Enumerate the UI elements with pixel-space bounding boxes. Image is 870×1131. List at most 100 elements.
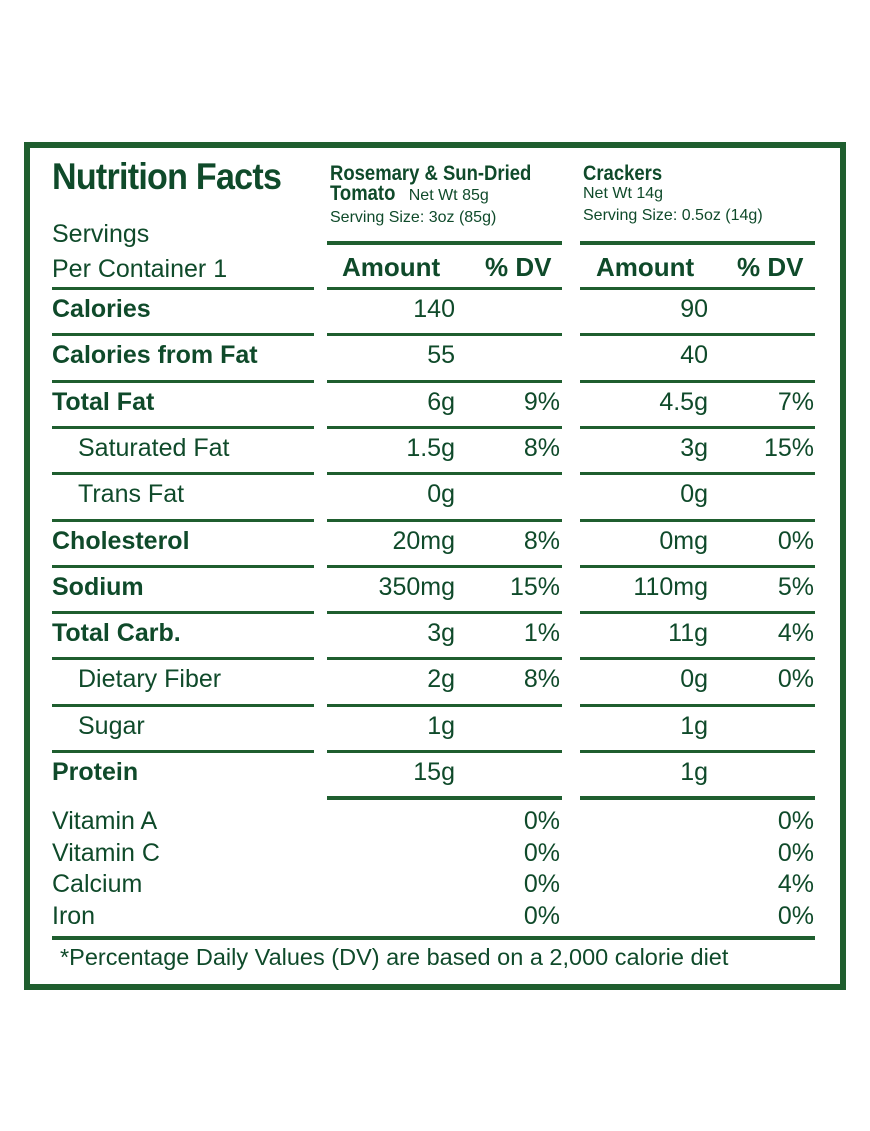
product-2-header: Crackers Net Wt 14g Serving Size: 0.5oz … — [583, 163, 763, 226]
row-rule — [580, 611, 815, 615]
nutrient-p1-amount: 1.5g — [406, 433, 455, 462]
nutrient-p1-amount: 1g — [427, 711, 455, 740]
nutrient-p1-amount: 55 — [427, 341, 455, 370]
row-rule — [327, 750, 562, 753]
p1-amount-header: Amount — [342, 252, 441, 282]
row-rule — [52, 287, 314, 290]
nutrient-p1-amount: 140 — [413, 295, 455, 323]
nutrient-p2-amount: 11g — [668, 619, 708, 648]
row-rule — [327, 564, 562, 568]
nutrient-p1-amount: 0g — [427, 480, 455, 509]
nutrient-p1-dv: 8% — [523, 665, 560, 694]
row-rule — [580, 564, 815, 568]
vitamin-p2-dv: 0% — [777, 902, 814, 931]
vitamin-p2-dv: 0% — [777, 807, 814, 835]
nutrient-p2-amount: 4.5g — [659, 387, 708, 416]
nutrient-p2-amount: 40 — [680, 341, 708, 370]
row-rule — [52, 518, 314, 522]
vitamin-p1-dv: 0% — [523, 870, 560, 899]
row-rule — [580, 472, 815, 476]
nutrient-p2-amount: 1g — [680, 758, 708, 786]
nutrient-p2-dv: 0% — [777, 526, 814, 555]
p1-dv-header: % DV — [485, 252, 552, 282]
nutrient-p1-dv: 8% — [523, 433, 560, 462]
nutrient-p2-dv: 0% — [777, 665, 814, 694]
row-rule — [327, 611, 562, 615]
p2-dv-header: % DV — [737, 252, 804, 282]
nutrient-p2-amount: 0mg — [659, 526, 708, 555]
row-rule — [580, 657, 815, 661]
row-rule — [580, 518, 815, 522]
nutrient-label: Saturated Fat — [78, 433, 230, 462]
row-rule — [52, 750, 314, 753]
product-1-header: Rosemary & Sun-Dried Tomato Net Wt 85g S… — [330, 163, 559, 228]
row-rule — [327, 703, 562, 707]
product-2-net-wt: Net Wt 14g — [583, 185, 664, 202]
section-rule — [327, 796, 562, 801]
vitamin-label: Vitamin A — [52, 807, 158, 835]
panel-title: Nutrition Facts — [52, 156, 282, 197]
product-1-serving-size: Serving Size: 3oz (85g) — [330, 209, 497, 226]
row-rule — [327, 379, 562, 383]
vitamin-p2-dv: 0% — [777, 838, 814, 867]
row-rule — [52, 703, 314, 707]
footnote-rule — [52, 936, 815, 940]
vitamin-label: Iron — [52, 902, 96, 931]
section-rule — [580, 796, 815, 801]
vitamin-p1-dv: 0% — [523, 902, 560, 931]
nutrient-p1-dv: 1% — [523, 619, 560, 648]
row-rule — [327, 518, 562, 522]
vitamin-p1-dv: 0% — [523, 838, 560, 867]
nutrient-p1-dv: 9% — [523, 387, 560, 416]
row-rule — [580, 287, 815, 290]
nutrient-p1-dv: 15% — [509, 572, 560, 601]
product-2-name: Crackers — [583, 162, 663, 185]
nutrient-p1-dv: 8% — [523, 526, 560, 555]
row-rule — [52, 472, 314, 476]
row-rule — [580, 703, 815, 707]
row-rule — [52, 333, 314, 337]
nutrient-label: Total Carb. — [52, 619, 181, 648]
product-1-net-wt: Net Wt 85g — [408, 187, 489, 204]
product-2-serving-size: Serving Size: 0.5oz (14g) — [583, 207, 763, 224]
nutrient-label: Dietary Fiber — [78, 665, 222, 694]
nutrient-p2-amount: 0g — [680, 665, 708, 694]
p2-amount-header: Amount — [596, 252, 695, 282]
row-rule — [580, 379, 815, 383]
nutrition-facts-panel: Nutrition Facts Rosemary & Sun-Dried Tom… — [24, 142, 846, 990]
product-1-name-line2: Tomato — [330, 182, 396, 205]
nutrient-p1-amount: 15g — [413, 758, 455, 786]
nutrient-label: Total Fat — [52, 387, 155, 416]
nutrient-label: Sugar — [78, 711, 145, 740]
row-rule — [52, 611, 314, 615]
nutrient-label: Calories from Fat — [52, 341, 258, 370]
vitamin-p1-dv: 0% — [523, 807, 560, 835]
nutrient-label: Cholesterol — [52, 526, 190, 555]
nutrient-p2-amount: 0g — [680, 480, 708, 509]
product-1-name-line1: Rosemary & Sun-Dried — [330, 162, 532, 185]
nutrient-p1-amount: 2g — [427, 665, 455, 694]
row-rule — [52, 564, 314, 568]
nutrient-p1-amount: 20mg — [392, 526, 455, 555]
servings-label: Servings — [52, 220, 150, 248]
row-rule — [327, 287, 562, 290]
row-rule — [580, 425, 815, 429]
row-rule — [52, 657, 314, 661]
p1-header-rule — [327, 241, 562, 245]
nutrient-p2-amount: 3g — [680, 433, 708, 462]
nutrient-label: Trans Fat — [78, 480, 185, 509]
row-rule — [327, 333, 562, 337]
row-rule — [327, 657, 562, 661]
nutrient-p2-amount: 90 — [680, 295, 708, 323]
nutrient-label: Sodium — [52, 572, 144, 601]
row-rule — [327, 425, 562, 429]
nutrient-p1-amount: 6g — [427, 387, 455, 416]
nutrient-p1-amount: 3g — [427, 619, 455, 648]
nutrient-p2-dv: 5% — [777, 572, 814, 601]
nutrient-label: Calories — [52, 295, 151, 323]
vitamin-p2-dv: 4% — [777, 870, 814, 899]
nutrient-p2-amount: 110mg — [633, 572, 708, 601]
nutrient-p2-dv: 7% — [777, 387, 814, 416]
vitamin-label: Calcium — [52, 870, 143, 899]
vitamin-label: Vitamin C — [52, 838, 160, 867]
